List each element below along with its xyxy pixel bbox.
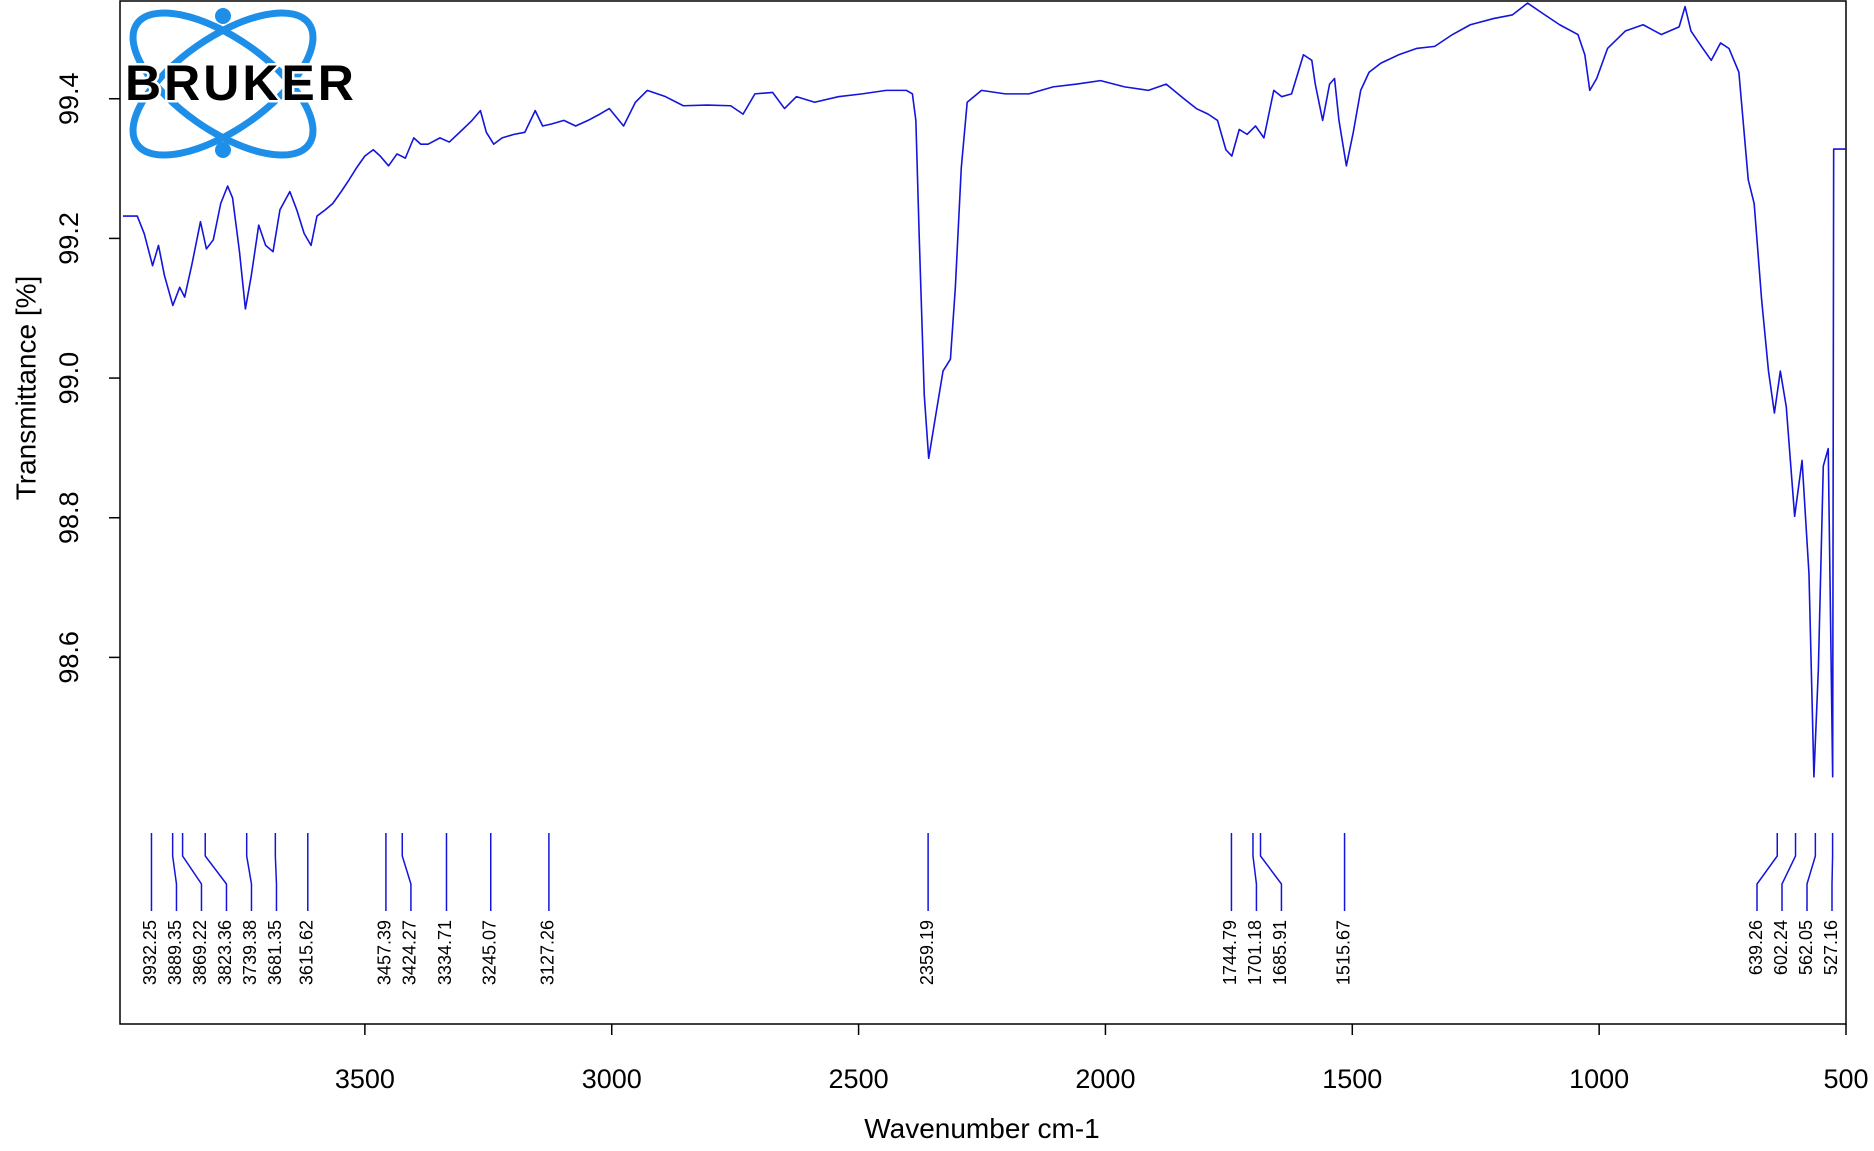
logo-text: BRUKER [125, 55, 357, 111]
peak-label: 3245.07 [479, 920, 499, 985]
x-tick-label: 3000 [582, 1064, 642, 1094]
spectrum-line [122, 2, 1846, 778]
peak-marker [1781, 833, 1797, 911]
logo-orbit [129, 9, 317, 159]
x-tick-label: 1000 [1569, 1064, 1629, 1094]
peak-label: 3869.22 [190, 920, 210, 985]
peak-label: 1701.18 [1245, 920, 1265, 985]
x-tick-label: 3500 [335, 1064, 395, 1094]
peak-label: 1515.67 [1333, 920, 1353, 985]
peak-label: 562.05 [1796, 920, 1816, 975]
y-tick-label: 98.6 [54, 631, 84, 684]
peak-marker [1756, 833, 1778, 911]
peak-label: 602.24 [1771, 920, 1791, 975]
logo-dot [215, 142, 231, 158]
x-tick-label: 2000 [1075, 1064, 1135, 1094]
peak-label: 3739.38 [240, 920, 260, 985]
peak-label: 2359.19 [917, 920, 937, 985]
y-tick-label: 98.8 [54, 491, 84, 544]
logo: BRUKER [123, 8, 357, 159]
peak-marker [245, 833, 253, 911]
peak-marker [1252, 833, 1258, 911]
y-tick-label: 99.0 [54, 352, 84, 405]
peak-label: 3424.27 [400, 920, 420, 985]
x-axis-label: Wavenumber cm-1 [864, 1113, 1099, 1144]
peak-label: 1744.79 [1220, 920, 1240, 985]
peak-label: 3889.35 [165, 920, 185, 985]
peak-label: 3334.71 [435, 920, 455, 985]
logo-orbit [129, 9, 317, 159]
logo-dot [215, 8, 231, 24]
peak-label: 3681.35 [265, 920, 285, 985]
peak-marker [181, 833, 203, 911]
peak-label: 3615.62 [297, 920, 317, 985]
peak-marker [401, 833, 412, 911]
y-tick-label: 99.2 [54, 212, 84, 265]
peak-marker [1259, 833, 1283, 911]
peak-label: 3932.25 [140, 920, 160, 985]
x-tick-label: 1500 [1322, 1064, 1382, 1094]
peak-marker [171, 833, 178, 911]
peak-label: 639.26 [1746, 920, 1766, 975]
peak-marker [274, 833, 278, 911]
peak-marker [204, 833, 228, 911]
peak-label: 3457.39 [375, 920, 395, 985]
peak-label: 3127.26 [538, 920, 558, 985]
peak-marker [1806, 833, 1817, 911]
x-tick-label: 500 [1823, 1064, 1868, 1094]
peak-label: 1685.91 [1270, 920, 1290, 985]
plot-frame [119, 0, 1847, 1025]
x-tick-label: 2500 [829, 1064, 889, 1094]
y-tick-label: 99.4 [54, 72, 84, 125]
peak-label: 527.16 [1821, 920, 1841, 975]
peak-label: 3823.36 [215, 920, 235, 985]
y-axis-label: Transmittance [%] [10, 276, 41, 501]
peak-marker [1831, 833, 1834, 911]
